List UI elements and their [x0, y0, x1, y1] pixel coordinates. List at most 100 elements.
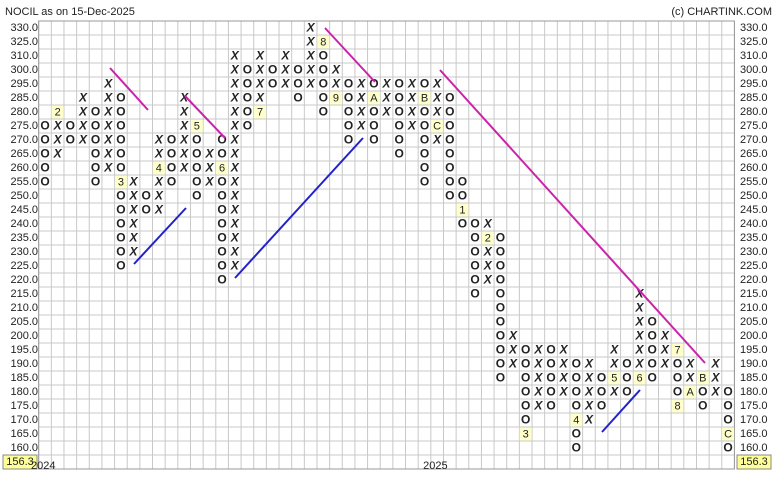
y-tick-label: 245.0	[740, 204, 768, 216]
y-tick-label: 160.0	[10, 442, 38, 454]
x-box: X	[179, 119, 189, 133]
y-tick-label: 195.0	[740, 344, 768, 356]
trend-line	[234, 137, 364, 279]
x-box: X	[609, 343, 619, 357]
x-box: X	[129, 175, 139, 189]
x-box: X	[306, 63, 316, 77]
month-marker: 5	[611, 372, 617, 384]
month-marker: 1	[459, 204, 465, 216]
x-box: X	[483, 273, 493, 287]
x-box: X	[685, 357, 695, 371]
x-box: X	[432, 105, 442, 119]
o-box: O	[142, 189, 151, 203]
month-marker-box	[418, 91, 431, 105]
month-marker-box	[254, 105, 267, 119]
pf-column: OO	[66, 119, 75, 147]
o-box: O	[395, 119, 404, 133]
x-box: X	[103, 91, 113, 105]
o-box: O	[167, 161, 176, 175]
x-box: X	[103, 161, 113, 175]
month-marker-box	[608, 371, 621, 385]
y-tick-label: 325.0	[10, 36, 38, 48]
y-tick-label: 190.0	[740, 358, 768, 370]
plot: OOOOO2XXXOOXXXXOOOOOOXXXXXXXOOOOOO3OOOOO…	[40, 21, 735, 455]
x-box: X	[230, 133, 240, 147]
o-box: O	[420, 77, 429, 91]
pf-column: OOO	[293, 63, 302, 105]
o-box: O	[496, 245, 505, 259]
x-box: X	[179, 105, 189, 119]
y-tick-label: 200.0	[10, 330, 38, 342]
x-box: X	[255, 49, 265, 63]
month-marker: 2	[485, 232, 491, 244]
x-box: X	[533, 357, 543, 371]
x-box: X	[710, 385, 720, 399]
x-box: X	[129, 217, 139, 231]
o-box: O	[420, 175, 429, 189]
x-box: X	[483, 217, 493, 231]
y-tick-label: 240.0	[740, 218, 768, 230]
x-box: X	[230, 63, 240, 77]
o-box: O	[243, 119, 252, 133]
o-box: O	[648, 343, 657, 357]
o-box: O	[597, 399, 606, 413]
x-box: X	[154, 203, 164, 217]
x-box: X	[356, 105, 366, 119]
x-box: X	[407, 91, 417, 105]
x-box: X	[230, 147, 240, 161]
y-tick-label: 270.0	[10, 134, 38, 146]
o-box: O	[217, 189, 226, 203]
month-marker-box	[481, 231, 494, 245]
month-marker: 6	[219, 162, 225, 174]
o-box: O	[470, 259, 479, 273]
pf-column: OO	[142, 189, 151, 217]
x-box: X	[559, 385, 569, 399]
x-box: X	[508, 357, 518, 371]
o-box: O	[91, 161, 100, 175]
x-box: X	[306, 35, 316, 49]
o-box: O	[622, 357, 631, 371]
month-marker: A	[686, 386, 694, 398]
pf-column: OOO	[597, 371, 606, 413]
y-tick-label: 325.0	[740, 36, 768, 48]
y-tick-label: 260.0	[10, 162, 38, 174]
month-marker-box	[114, 175, 127, 189]
o-box: O	[344, 119, 353, 133]
o-box: O	[496, 329, 505, 343]
o-box: O	[116, 189, 125, 203]
o-box: O	[243, 77, 252, 91]
x-box: X	[710, 357, 720, 371]
x-box: X	[584, 385, 594, 399]
y-tick-label: 250.0	[10, 190, 38, 202]
o-box: O	[470, 245, 479, 259]
x-box: X	[483, 259, 493, 273]
trend-line	[324, 27, 376, 83]
o-box: O	[470, 287, 479, 301]
last-price-box	[2, 454, 38, 470]
o-box: O	[445, 133, 454, 147]
o-box: O	[319, 77, 328, 91]
month-marker: 8	[674, 400, 680, 412]
trend-line	[439, 69, 706, 364]
x-box: X	[154, 189, 164, 203]
month-marker: B	[421, 92, 428, 104]
o-box: O	[445, 147, 454, 161]
x-box: X	[179, 161, 189, 175]
x-box: X	[382, 77, 392, 91]
o-box: O	[319, 91, 328, 105]
o-box: O	[243, 91, 252, 105]
month-marker-box	[684, 385, 697, 399]
